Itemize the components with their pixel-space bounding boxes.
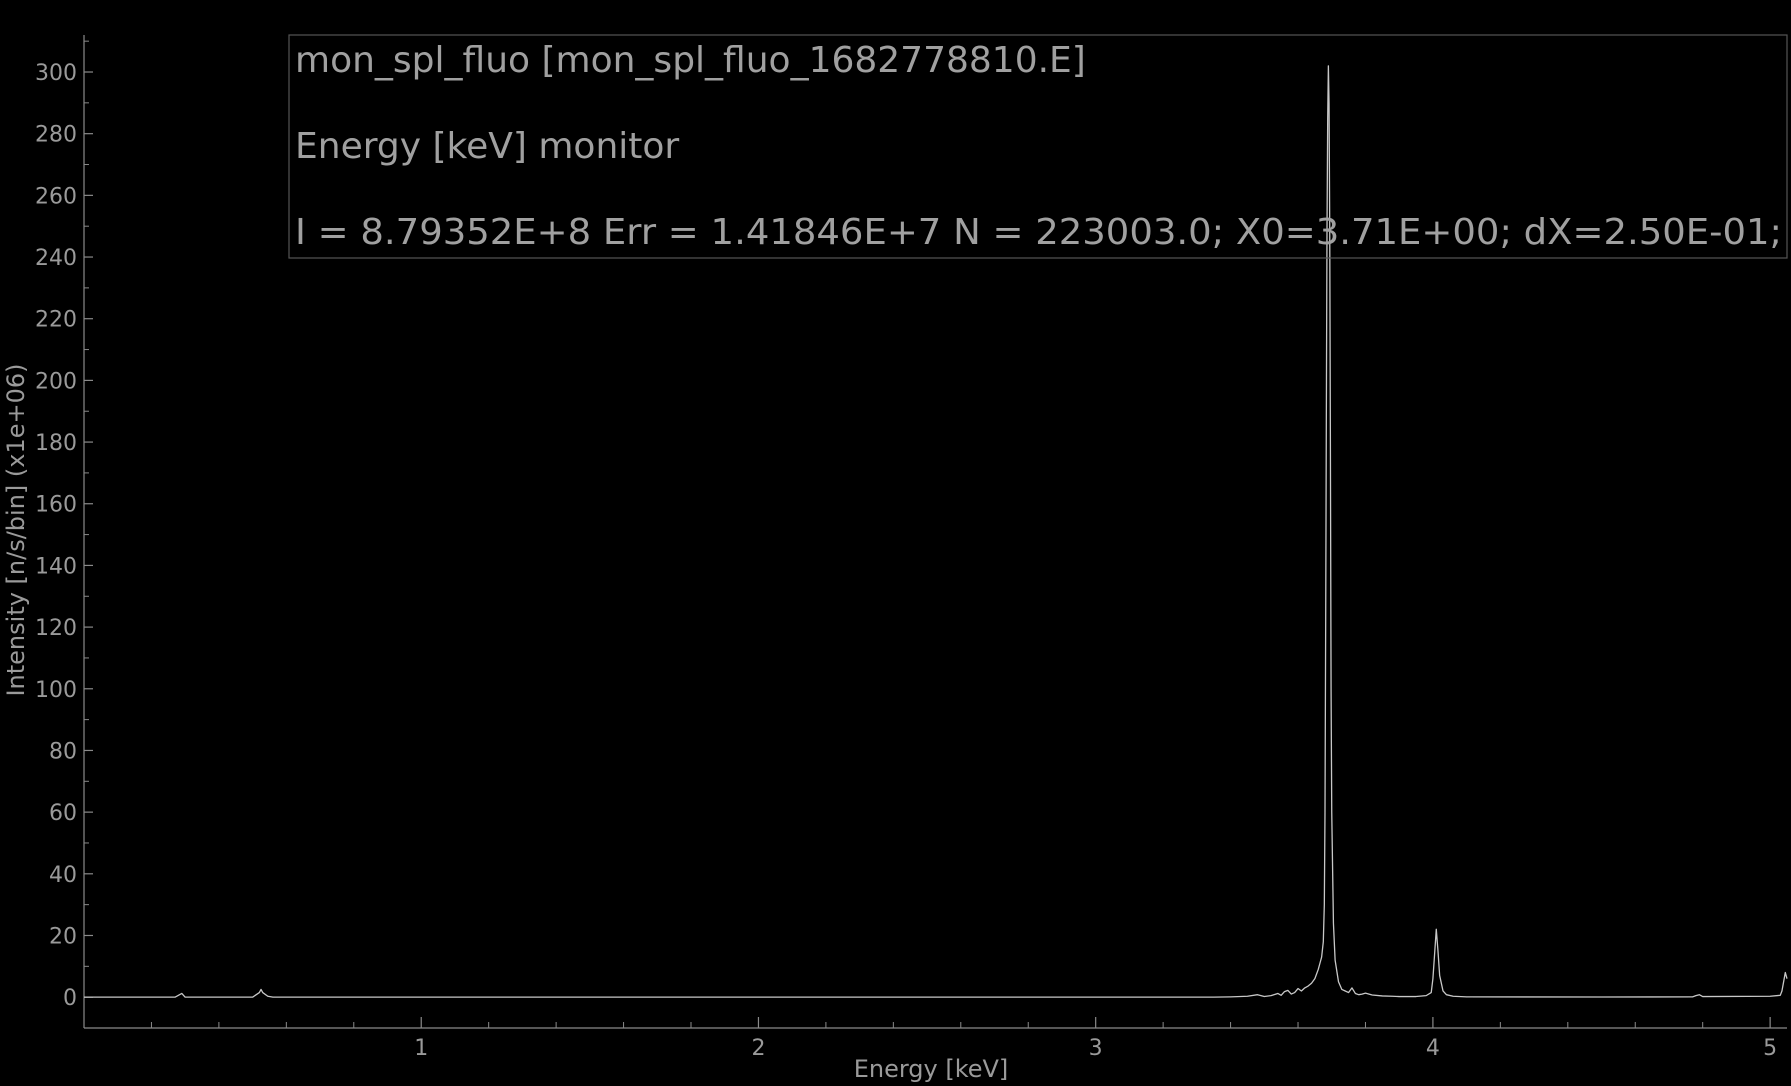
y-tick-label: 300 (35, 61, 77, 86)
y-tick-label: 100 (35, 678, 77, 703)
annotation-line-1: mon_spl_fluo [mon_spl_fluo_1682778810.E] (295, 40, 1086, 81)
annotation-line-3: I = 8.79352E+8 Err = 1.41846E+7 N = 2230… (295, 212, 1782, 253)
y-tick-label: 260 (35, 184, 77, 209)
x-tick-label: 3 (1089, 1036, 1103, 1061)
series-line-0 (84, 65, 1788, 998)
y-tick-label: 240 (35, 246, 77, 271)
x-tick-label: 1 (414, 1036, 428, 1061)
y-tick-label: 60 (49, 801, 77, 826)
y-tick-label: 140 (35, 554, 77, 579)
y-tick-label: 160 (35, 493, 77, 518)
y-axis-title: Intensity [n/s/bin] (x1e+06) (2, 363, 30, 696)
y-tick-label: 280 (35, 123, 77, 148)
y-tick-label: 120 (35, 616, 77, 641)
y-tick-label: 220 (35, 308, 77, 333)
annotation-box: mon_spl_fluo [mon_spl_fluo_1682778810.E]… (288, 34, 1788, 259)
y-tick-label: 20 (49, 924, 77, 949)
axes: 1 2 3 4 5 0 20 40 60 80 100 120 140 160 180 200 220 240 26… (35, 35, 1787, 1061)
y-tick-label: 200 (35, 369, 77, 394)
y-tick-label: 0 (63, 986, 77, 1011)
series-layer (84, 65, 1788, 998)
x-axis-title: Energy [keV] (854, 1055, 1009, 1083)
annotation-frame (288, 34, 1788, 259)
y-tick-label: 80 (49, 739, 77, 764)
annotation-line-2: Energy [keV] monitor (295, 126, 679, 167)
x-tick-label: 2 (751, 1036, 765, 1061)
x-tick-label: 5 (1763, 1036, 1777, 1061)
y-tick-label: 40 (49, 863, 77, 888)
x-tick-label: 4 (1426, 1036, 1440, 1061)
y-tick-label: 180 (35, 431, 77, 456)
